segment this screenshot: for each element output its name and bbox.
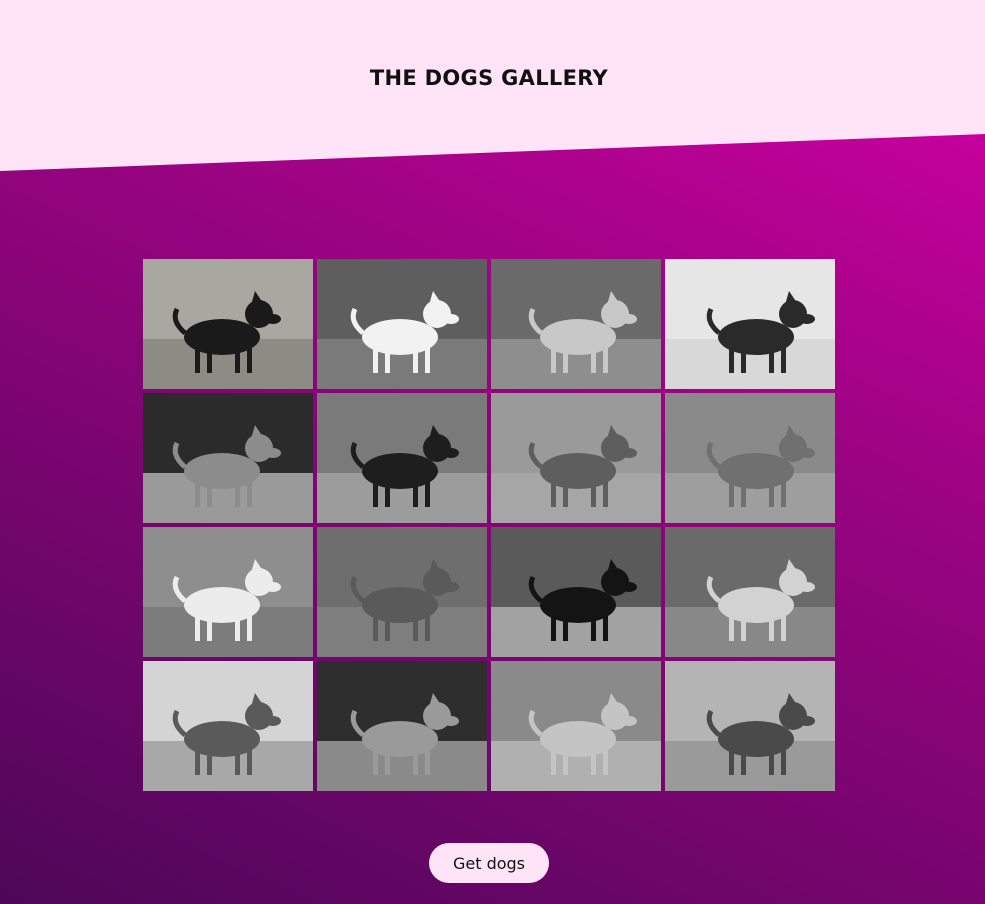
dog-gallery-grid xyxy=(143,259,835,791)
puli-dog-photo xyxy=(491,527,661,657)
gallery-tile xyxy=(491,661,661,791)
saluki-dog-photo xyxy=(491,259,661,389)
gallery-tile xyxy=(665,259,835,389)
saint-bernard-dog-photo xyxy=(665,259,835,389)
pug-dog-photo xyxy=(665,527,835,657)
gallery-tile xyxy=(317,259,487,389)
rottweiler-dog-photo xyxy=(317,393,487,523)
samoyed-dog-photo xyxy=(317,259,487,389)
gallery-tile xyxy=(143,527,313,657)
gallery-tile xyxy=(665,661,835,791)
plott-hound-dog-photo xyxy=(665,661,835,791)
gallery-tile xyxy=(665,527,835,657)
miniature-poodle-dog-photo xyxy=(317,661,487,791)
gallery-tile xyxy=(491,527,661,657)
gallery-tile xyxy=(491,393,661,523)
gallery-tile xyxy=(317,661,487,791)
gallery-tile xyxy=(665,393,835,523)
rhodesian-ridgeback-dog-photo xyxy=(491,393,661,523)
gallery-tile xyxy=(143,661,313,791)
gallery-tile xyxy=(143,259,313,389)
gallery-tile xyxy=(491,259,661,389)
rat-terrier-dog-photo xyxy=(143,527,313,657)
gallery-tile xyxy=(317,393,487,523)
gallery-tile xyxy=(317,527,487,657)
schipperke-dog-photo xyxy=(143,259,313,389)
long-haired-terrier-dog-photo xyxy=(143,393,313,523)
get-dogs-button[interactable]: Get dogs xyxy=(429,843,549,883)
pomeranian-dog-photo xyxy=(491,661,661,791)
gallery-tile xyxy=(143,393,313,523)
page-title: THE DOGS GALLERY xyxy=(369,66,609,90)
mastiff-dog-photo xyxy=(665,393,835,523)
toy-poodle-dog-photo xyxy=(143,661,313,791)
pumi-dog-photo xyxy=(317,527,487,657)
